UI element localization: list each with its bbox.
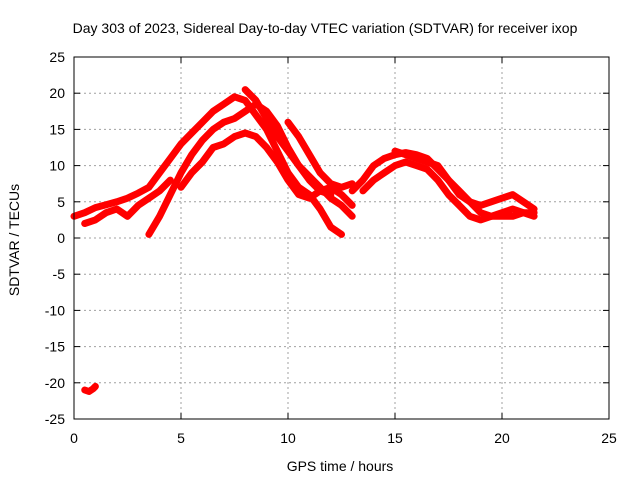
x-tick-labels: 0 5 10 15 20 25 [70, 57, 617, 446]
chart-title: Day 303 of 2023, Sidereal Day-to-day VTE… [73, 20, 578, 36]
x-tick-label-5: 25 [601, 430, 617, 446]
x-tick-label-3: 15 [387, 430, 403, 446]
y-tick-label-8: 15 [49, 121, 65, 137]
y-tick-label-0: -25 [45, 411, 65, 427]
data-series [70, 86, 538, 395]
y-tick-label-2: -15 [45, 339, 65, 355]
series-arc-9 [81, 176, 174, 227]
y-tick-label-3: -10 [45, 302, 65, 318]
y-tick-label-6: 5 [57, 194, 65, 210]
y-tick-label-7: 10 [49, 158, 65, 174]
y-tick-labels: -25 -20 -15 -10 -5 0 5 10 15 20 25 [45, 49, 609, 427]
y-tick-label-5: 0 [57, 230, 65, 246]
series-arc-1 [70, 93, 345, 238]
x-tick-label-2: 10 [280, 430, 296, 446]
series-arc-4 [241, 86, 356, 220]
grid [74, 57, 609, 419]
y-tick-label-10: 25 [49, 49, 65, 65]
x-axis-label: GPS time / hours [287, 458, 394, 474]
y-tick-label-1: -20 [45, 375, 65, 391]
x-tick-label-1: 5 [177, 430, 185, 446]
series-arc-8 [391, 147, 538, 213]
x-tick-label-0: 0 [70, 430, 78, 446]
y-tick-label-9: 20 [49, 85, 65, 101]
series-arc-7 [359, 158, 538, 224]
series-arc-10 [81, 382, 99, 395]
x-tick-label-4: 20 [494, 430, 510, 446]
y-tick-label-4: -5 [53, 266, 66, 282]
series-arc-5 [284, 118, 356, 191]
y-axis-label: SDTVAR / TECUs [6, 184, 22, 296]
